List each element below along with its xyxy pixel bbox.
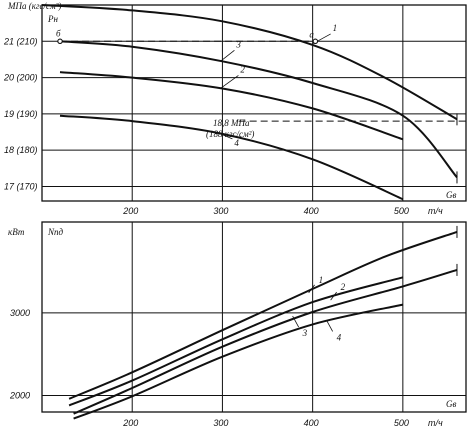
power-x-tick-label: 400 bbox=[304, 418, 319, 428]
pressure-y-tick-label: 17 (170) bbox=[4, 181, 38, 191]
point-a-marker bbox=[312, 38, 319, 45]
power-series-3-leader bbox=[292, 315, 299, 328]
pressure-series-4-leader bbox=[220, 133, 233, 140]
reference-label-kgs: (188 кгс/см²) bbox=[206, 129, 254, 139]
pressure-unit-label: МПа (кгс/см²) bbox=[7, 1, 61, 11]
pressure-y-tick-label: 19 (190) bbox=[4, 109, 38, 119]
power-series-3-line bbox=[73, 268, 458, 415]
power-y-tick-label: 3000 bbox=[10, 308, 30, 318]
pressure-y-tick-label: 21 (210) bbox=[3, 36, 38, 46]
power-x-axis-label: Gв bbox=[446, 399, 456, 409]
power-series-1-line bbox=[68, 230, 458, 400]
power-x-unit: т/ч bbox=[428, 418, 443, 428]
pressure-series-3-leader bbox=[220, 49, 235, 62]
pressure-y-tick-label: 18 (180) bbox=[4, 145, 38, 155]
pressure-x-tick-label: 300 bbox=[213, 206, 228, 216]
pressure-y-tick-label: 20 (200) bbox=[3, 73, 38, 83]
pressure-series-4-label: 4 bbox=[234, 138, 239, 148]
pressure-series-2-line bbox=[59, 71, 404, 141]
point-a-label: а bbox=[309, 29, 314, 39]
power-x-tick-label: 300 bbox=[213, 418, 228, 428]
power-series-4-line bbox=[73, 303, 404, 420]
pressure-x-axis-label: Gв bbox=[446, 190, 456, 200]
pressure-x-tick-label: 400 bbox=[304, 206, 319, 216]
pressure-series-1-label: 1 bbox=[333, 23, 338, 33]
pressure-x-unit: т/ч bbox=[428, 206, 443, 216]
point-b-marker bbox=[57, 38, 63, 45]
power-series-3-label: 3 bbox=[302, 328, 308, 338]
pressure-axis-label: Pн bbox=[47, 14, 58, 24]
pressure-chart: 200 300 400 500 т/ч 21 (210) 20 (200) 19 (190) 1… bbox=[3, 1, 467, 216]
power-y-tick-label: 2000 bbox=[9, 390, 30, 400]
power-x-tick-label: 500 bbox=[394, 418, 409, 428]
pressure-series-2-leader bbox=[220, 75, 239, 89]
power-series-4-leader bbox=[326, 320, 333, 332]
pressure-x-tick-label: 500 bbox=[394, 206, 409, 216]
power-chart-frame bbox=[41, 221, 467, 413]
pressure-series-2-label: 2 bbox=[240, 64, 245, 74]
power-chart: 200 300 400 500 т/ч 3000 2000 1 2 3 4 кВт Nпд Gв bbox=[8, 221, 467, 428]
power-unit-label: кВт bbox=[8, 227, 25, 237]
pressure-series-1-line bbox=[41, 4, 458, 121]
power-series-2-line bbox=[68, 276, 404, 407]
pressure-series-4-line bbox=[59, 114, 404, 201]
power-series-2-leader bbox=[330, 291, 337, 301]
power-x-tick-label: 200 bbox=[122, 418, 138, 428]
point-b-label: б bbox=[56, 28, 61, 38]
power-series-4-label: 4 bbox=[337, 332, 342, 342]
pressure-series-3-label: 3 bbox=[235, 39, 241, 49]
pressure-series-3-line bbox=[59, 40, 458, 179]
reference-label-mpa: 18,8 МПа bbox=[213, 118, 250, 128]
pressure-x-tick-label: 200 bbox=[122, 206, 138, 216]
power-series-1-leader bbox=[308, 284, 315, 294]
pressure-chart-frame bbox=[41, 4, 467, 202]
power-series-2-label: 2 bbox=[341, 282, 346, 292]
power-series-1-label: 1 bbox=[319, 275, 324, 285]
power-axis-label: Nпд bbox=[47, 227, 64, 237]
